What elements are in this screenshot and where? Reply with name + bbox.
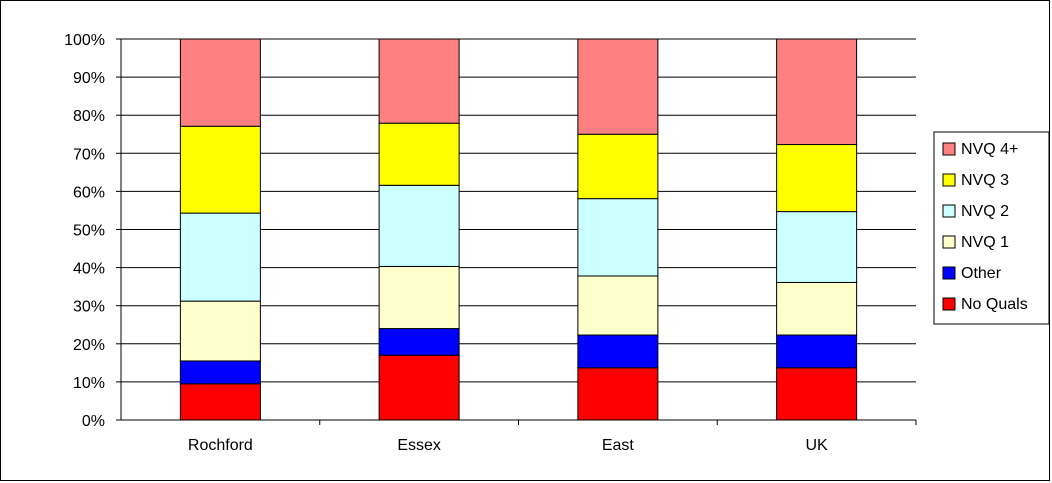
bar-segment [776,38,858,146]
bar-segment [776,334,858,369]
bar-segment [179,38,261,127]
x-tick-label: Rochford [188,437,253,454]
y-tick-label: 20% [73,337,105,354]
bar-segment [776,144,858,213]
x-tick-labels: Rochford Essex East UK [188,437,828,454]
bar-segment [179,125,261,214]
bar-segment [577,133,659,200]
legend-label: Other [961,265,1002,282]
legend-label: NVQ 1 [961,234,1009,251]
bar-segment [378,122,460,186]
legend-label: No Quals [961,296,1028,313]
bar-segment [776,211,858,283]
bar-segment [378,38,460,124]
bar-segment [378,184,460,267]
bar-segment [577,38,659,135]
legend-swatch [942,297,956,311]
y-tick-label: 80% [73,108,105,125]
bar-segment [577,275,659,336]
bar-segment [577,198,659,277]
bar-segment [378,328,460,356]
legend-swatch [942,266,956,280]
bar-segment [577,334,659,369]
y-tick-label: 60% [73,184,105,201]
bar-segment [179,212,261,302]
bar-segment [577,367,659,421]
y-tick-labels: 0% 10% 20% 30% 40% 50% 60% 70% 80% 90% 100% [64,32,105,430]
y-tick-label: 30% [73,299,105,316]
y-tick-label: 10% [73,375,105,392]
legend-box [933,131,1050,325]
bar-segment [179,360,261,385]
y-tick-label: 0% [82,413,105,430]
legend: NVQ 4+ NVQ 3 NVQ 2 NVQ 1 Other No Quals [933,131,1050,325]
y-tick-label: 90% [73,70,105,87]
y-tick-label: 40% [73,261,105,278]
x-tick-label: East [602,437,635,454]
y-tick-label: 50% [73,223,105,240]
y-tick-label: 70% [73,146,105,163]
bar-segment [179,383,261,421]
legend-swatch [942,235,956,249]
legend-label: NVQ 3 [961,172,1009,189]
legend-label: NVQ 4+ [961,141,1018,158]
x-tick-label: UK [806,437,829,454]
bar-segment [179,300,261,362]
legend-swatch [942,204,956,218]
bar-segment [776,367,858,421]
bar-segment [378,265,460,330]
legend-label: NVQ 2 [961,203,1009,220]
x-tick-label: Essex [397,437,441,454]
bar-segment [378,354,460,421]
legend-swatch [942,173,956,187]
legend-swatch [942,142,956,156]
bar-segment [776,281,858,336]
axes [116,38,917,425]
y-tick-label: 100% [64,32,105,49]
bars [179,38,858,421]
